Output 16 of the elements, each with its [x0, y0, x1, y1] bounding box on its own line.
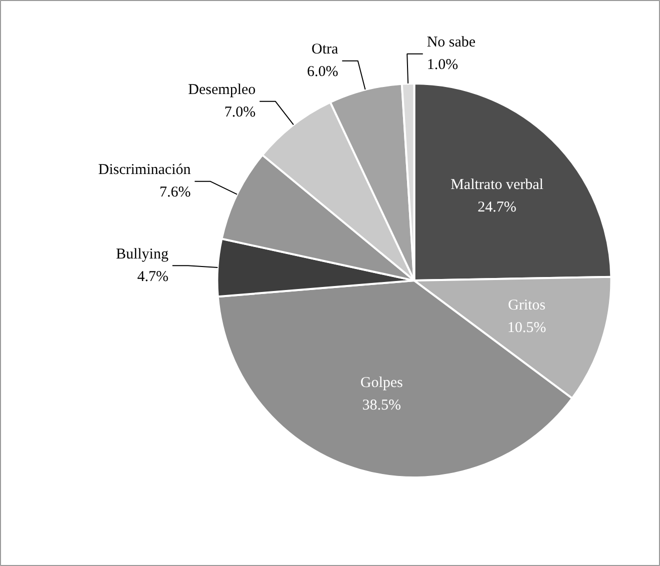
- slice-label: Maltrato verbal: [450, 176, 544, 193]
- slice-label: Discriminación: [98, 162, 192, 178]
- slice-label: Otra: [312, 42, 339, 58]
- data-label: 24.7%: [478, 199, 516, 216]
- data-label: 6.0%: [306, 64, 338, 80]
- slice-label: No sabe: [426, 34, 476, 51]
- data-label: 7.0%: [224, 104, 256, 121]
- data-label: 38.5%: [362, 397, 401, 414]
- data-label: 10.5%: [507, 320, 546, 336]
- data-label: 1.0%: [426, 57, 458, 74]
- slice-label: Golpes: [360, 375, 404, 392]
- data-label: 4.7%: [137, 268, 168, 285]
- slice-label: Desempleo: [188, 82, 256, 98]
- data-label: 7.6%: [160, 184, 191, 201]
- slice-label: Bullying: [116, 246, 169, 262]
- slice-label: Gritos: [508, 298, 546, 314]
